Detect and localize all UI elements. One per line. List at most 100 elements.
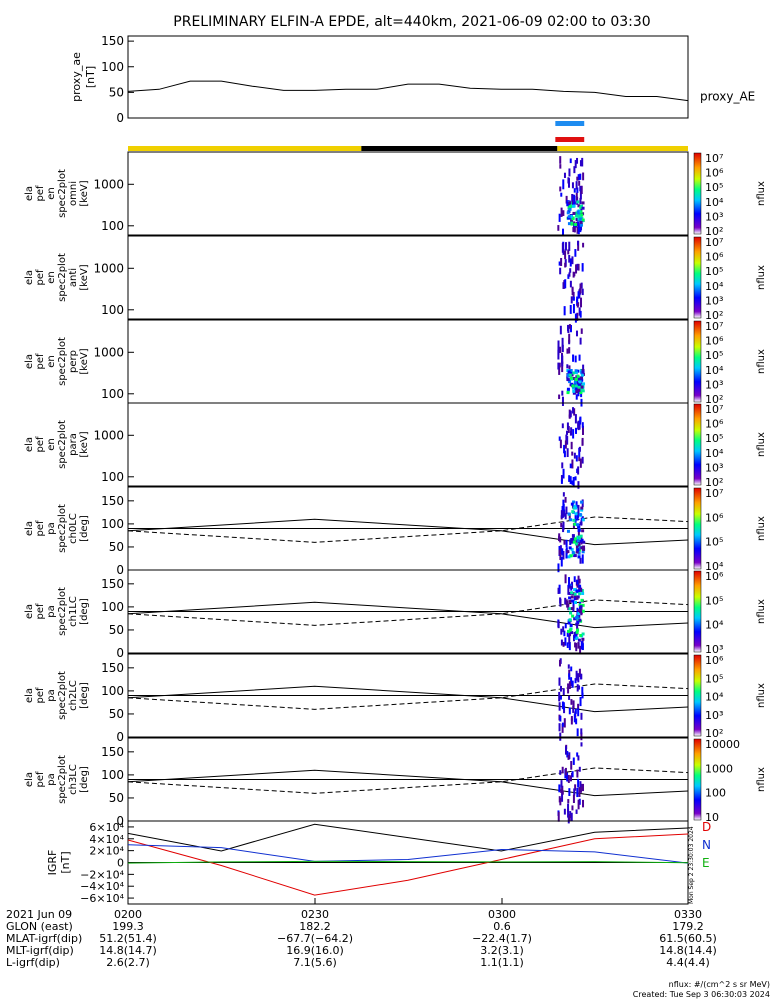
spec-pixel bbox=[576, 312, 579, 321]
spec-panel: 150 100 50 0 ela pef pa spec2plot ch3LC [deg] 1000… bbox=[24, 737, 767, 828]
spec-pixel bbox=[569, 214, 573, 218]
spec-ylabel-line: en bbox=[46, 271, 57, 284]
spec-panel: 150 100 50 0 ela pef pa spec2plot ch0LC [deg] 10⁷ 1… bbox=[24, 486, 767, 577]
spec-pixel bbox=[559, 164, 562, 169]
spec-ylabel-line: pef bbox=[35, 353, 46, 370]
spec-pixel bbox=[564, 623, 567, 629]
spec-pixel bbox=[570, 631, 574, 635]
orbit-row-value: 14.8(14.7) bbox=[99, 944, 157, 957]
spec-ylabel-line: pef bbox=[35, 185, 46, 202]
spec-pixel bbox=[576, 769, 579, 778]
spec-pixel bbox=[572, 599, 575, 609]
spec-pixel bbox=[576, 624, 579, 630]
spec-pixel bbox=[570, 607, 574, 611]
colorbar-tick-label: 10⁷ bbox=[705, 403, 723, 416]
spec-pixel bbox=[574, 160, 577, 169]
spec-pixel bbox=[573, 592, 577, 596]
spec-pixel bbox=[569, 518, 573, 522]
spec-pixel bbox=[576, 684, 579, 692]
ae-ylabel-line: [nT] bbox=[84, 66, 97, 88]
spec-pixel bbox=[579, 217, 583, 221]
colorbar-tick-label: 10³ bbox=[705, 294, 723, 307]
colorbar bbox=[693, 320, 702, 403]
spec-ylabel-line: pef bbox=[35, 269, 46, 286]
spec-pixel bbox=[570, 547, 574, 551]
colorbar-tick-label: 10³ bbox=[705, 378, 723, 391]
colorbar-tick-label: 10⁶ bbox=[705, 418, 724, 431]
spec-ylabel-line: [keV] bbox=[79, 431, 90, 457]
spec-ytick-label: 150 bbox=[101, 577, 124, 591]
spec-pixel bbox=[570, 699, 573, 705]
sunlit-bar bbox=[128, 146, 362, 151]
spec-pixel bbox=[570, 591, 574, 595]
igrf-side-timestamp: Mon Sep 2 23:30:03 2024 bbox=[688, 826, 695, 904]
spec-pixel bbox=[569, 368, 573, 372]
colorbar bbox=[693, 570, 702, 653]
igrf-ytick-label: −6×10⁴ bbox=[80, 892, 124, 905]
spec-pixel bbox=[568, 673, 571, 680]
spec-pixel bbox=[568, 414, 571, 419]
spec-pixel bbox=[579, 534, 583, 538]
orbit-table: 2021 Jun 09 0200 0230 0300 0330 GLON (east) 19… bbox=[6, 898, 717, 969]
spec-pixel bbox=[577, 385, 581, 389]
spec-pixel bbox=[575, 455, 578, 462]
spec-pixel bbox=[581, 609, 585, 613]
spec-panel: 150 100 50 0 ela pef pa spec2plot ch1LC [deg] 10⁶ 1… bbox=[24, 569, 767, 660]
spec-pixel bbox=[568, 596, 572, 600]
colorbar-tick-label: 10⁶ bbox=[705, 570, 724, 583]
spec-pixel bbox=[568, 254, 571, 263]
spec-pixel bbox=[565, 506, 568, 515]
colorbar-label: nflux bbox=[756, 349, 767, 374]
spec-pixel bbox=[574, 223, 578, 227]
spec-pixel bbox=[561, 337, 564, 347]
spec-ytick-label: 50 bbox=[109, 707, 124, 721]
spec-pixel bbox=[572, 540, 576, 544]
spec-pixel bbox=[560, 479, 563, 484]
colorbar-tick-label: 10⁶ bbox=[705, 167, 724, 180]
spec-pixel bbox=[580, 712, 583, 720]
spec-pixel bbox=[560, 510, 563, 519]
colorbar-tick-label: 10² bbox=[705, 727, 723, 740]
orbit-row-value: 7.1(5.6) bbox=[293, 956, 337, 969]
orbit-row-value: 179.2 bbox=[672, 920, 704, 933]
spec-pixel bbox=[574, 678, 577, 684]
spec-pixel bbox=[578, 787, 581, 797]
spec-ytick-label: 1000 bbox=[93, 177, 124, 191]
spec-ytick-label: 100 bbox=[101, 470, 124, 484]
orbit-row-value: 199.3 bbox=[112, 920, 144, 933]
spec-pixel bbox=[577, 708, 580, 717]
spec-pixel bbox=[562, 210, 565, 216]
spec-pixel bbox=[560, 639, 563, 646]
spec-pixel bbox=[565, 539, 568, 548]
spec-pixel bbox=[575, 523, 579, 527]
spec-pixel bbox=[576, 200, 580, 204]
spec-pixel bbox=[569, 611, 573, 615]
spec-pixel bbox=[572, 518, 576, 522]
spec-pixel bbox=[577, 214, 581, 218]
spec-pixel bbox=[572, 500, 576, 504]
ae-ylabel-line: proxy_ae bbox=[70, 52, 83, 102]
spec-pixel bbox=[565, 548, 568, 559]
igrf-ylabel-line: [nT] bbox=[59, 851, 72, 873]
spec-pixel bbox=[581, 157, 584, 167]
spec-pixel bbox=[564, 496, 567, 503]
orbit-row-label: MLAT-igrf(dip) bbox=[6, 932, 82, 945]
spec-ylabel-line: en bbox=[46, 438, 57, 451]
spec-pixel bbox=[579, 588, 583, 592]
spec-pixel bbox=[562, 641, 565, 647]
spec-pixel bbox=[582, 382, 586, 386]
spec-pixel bbox=[577, 388, 581, 392]
spec-pixel bbox=[565, 599, 568, 606]
spec-frame bbox=[127, 151, 689, 236]
spec-frame bbox=[127, 569, 689, 654]
spec-pixel bbox=[564, 262, 567, 268]
colorbar-tick-label: 10⁵ bbox=[705, 536, 723, 549]
spec-pixel bbox=[579, 337, 582, 345]
spec-pixel bbox=[568, 695, 571, 700]
spec-pixel bbox=[564, 637, 567, 646]
spec-pixel bbox=[575, 394, 578, 400]
spec-pixel bbox=[575, 622, 579, 626]
spec-ylabel-line: ela bbox=[24, 186, 35, 201]
spec-pixel bbox=[580, 297, 583, 308]
